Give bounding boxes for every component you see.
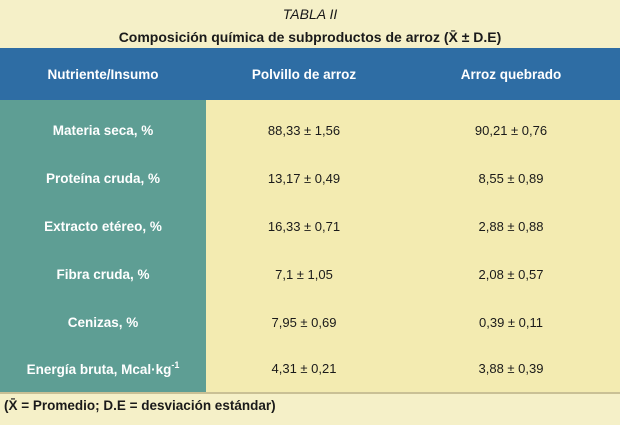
- row-nutrient: Extracto etéreo, %: [44, 218, 162, 234]
- header-quebrado: Arroz quebrado: [460, 66, 562, 82]
- row-nutrient: Fibra cruda, %: [56, 266, 150, 282]
- table-row: Energía bruta, Mcal·kg-1 4,31 ± 0,21 3,8…: [0, 344, 620, 392]
- row-nutrient: Proteína cruda, %: [45, 170, 161, 186]
- row-quebrado: 0,39 ± 0,11: [479, 314, 543, 330]
- table-row: Cenizas, % 7,95 ± 0,69 0,39 ± 0,11: [0, 298, 620, 346]
- row-polvillo: 7,95 ± 0,69: [271, 314, 337, 330]
- row-nutrient-cell: Energía bruta, Mcal·kg-1: [0, 360, 206, 377]
- row-nutrient-exponent: -1: [171, 359, 180, 370]
- row-quebrado: 2,88 ± 0,88: [478, 218, 544, 234]
- row-quebrado: 2,08 ± 0,57: [478, 266, 544, 282]
- table-title-block: TABLA II Composición química de subprodu…: [0, 0, 620, 50]
- table-bottom-rule: [0, 392, 620, 394]
- table-header-row: Nutriente/Insumo Polvillo de arroz Arroz…: [0, 48, 620, 100]
- table-caption: Composición química de subproductos de a…: [118, 29, 502, 45]
- table-row: Proteína cruda, % 13,17 ± 0,49 8,55 ± 0,…: [0, 154, 620, 202]
- row-quebrado: 8,55 ± 0,89: [478, 170, 544, 186]
- table-row: Materia seca, % 88,33 ± 1,56 90,21 ± 0,7…: [0, 106, 620, 154]
- table-body: Materia seca, % 88,33 ± 1,56 90,21 ± 0,7…: [0, 100, 620, 393]
- table-row: Extracto etéreo, % 16,33 ± 0,71 2,88 ± 0…: [0, 202, 620, 250]
- composition-table: Nutriente/Insumo Polvillo de arroz Arroz…: [0, 48, 620, 393]
- table-footnote: (X̄ = Promedio; D.E = desviación estánda…: [4, 398, 276, 413]
- row-nutrient: Cenizas, %: [67, 314, 139, 330]
- row-nutrient: Energía bruta, Mcal·kg: [26, 361, 172, 377]
- header-polvillo: Polvillo de arroz: [251, 66, 357, 82]
- nutrient-column-bg: [0, 100, 206, 393]
- row-quebrado: 3,88 ± 0,39: [478, 360, 544, 376]
- table-label: TABLA II: [282, 6, 338, 22]
- header-nutrient: Nutriente/Insumo: [47, 66, 159, 82]
- row-quebrado: 90,21 ± 0,76: [474, 122, 548, 138]
- values-column-bg: [206, 100, 620, 393]
- row-polvillo: 13,17 ± 0,49: [267, 170, 341, 186]
- table-row: Fibra cruda, % 7,1 ± 1,05 2,08 ± 0,57: [0, 250, 620, 298]
- row-polvillo: 88,33 ± 1,56: [267, 122, 341, 138]
- row-polvillo: 7,1 ± 1,05: [275, 266, 333, 282]
- row-polvillo: 4,31 ± 0,21: [271, 360, 337, 376]
- row-nutrient: Materia seca, %: [52, 122, 154, 138]
- row-polvillo: 16,33 ± 0,71: [267, 218, 341, 234]
